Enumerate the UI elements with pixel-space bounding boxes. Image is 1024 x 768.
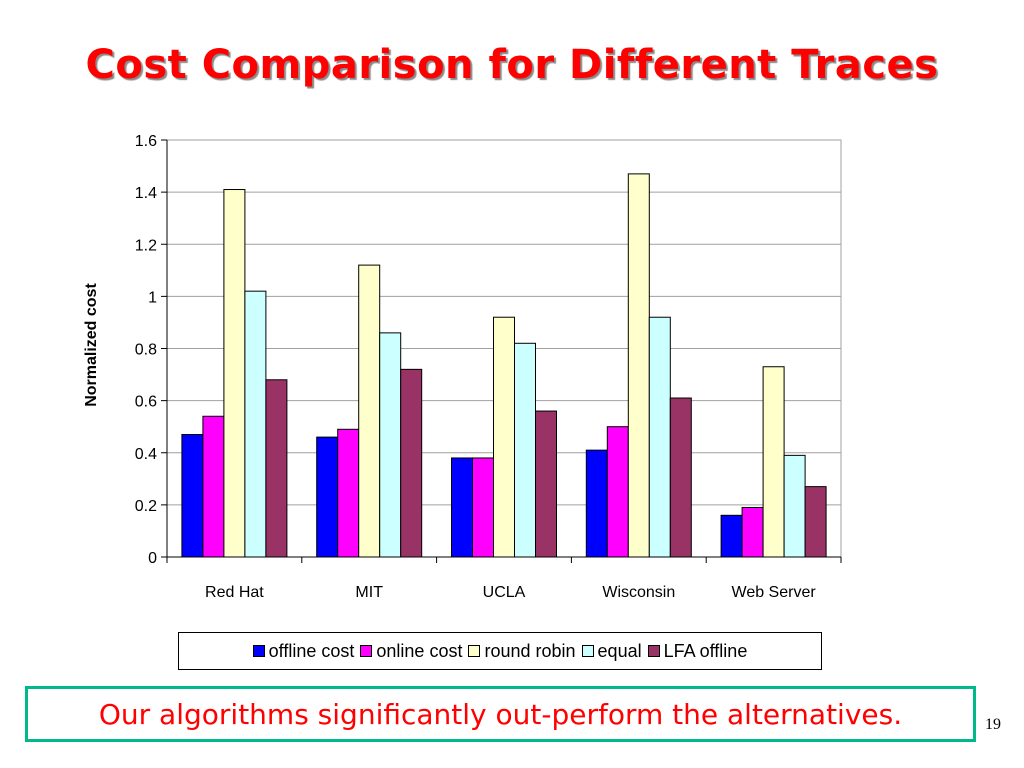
bar-round-robin — [762, 366, 785, 558]
y-tick-label: 1 — [148, 289, 157, 306]
bar-equal — [783, 454, 806, 558]
y-tick-label: 0.6 — [135, 394, 157, 411]
bar-online-cost — [472, 457, 494, 558]
legend-label: online cost — [376, 640, 463, 661]
bar-round-robin — [358, 264, 381, 558]
bar-offline-cost — [316, 436, 339, 558]
bar-online-cost — [606, 426, 629, 558]
legend-swatch — [647, 645, 660, 657]
bar-round-robin — [223, 189, 246, 558]
bar-equal — [648, 316, 671, 558]
x-tick-label: Red Hat — [205, 584, 264, 601]
bar-offline-cost — [720, 514, 743, 558]
y-tick-label: 0.4 — [135, 446, 157, 463]
axes — [161, 139, 842, 563]
bar-online-cost — [741, 506, 764, 558]
bar-lfa-offline — [669, 397, 692, 558]
bar-equal — [244, 290, 267, 558]
chart-legend: offline cost online cost round robin equal L… — [178, 632, 822, 670]
legend-swatch — [360, 645, 373, 657]
legend-label: round robin — [484, 640, 576, 661]
x-tick-label: Wisconsin — [602, 584, 675, 601]
legend-swatch — [252, 645, 265, 657]
bar-round-robin — [493, 316, 515, 558]
bar-lfa-offline — [400, 368, 423, 558]
slide-title: Cost Comparison for Different Traces — [85, 42, 939, 88]
bar-lfa-offline — [804, 486, 827, 558]
caption-box: Our algorithms significantly out-perform… — [25, 686, 976, 742]
bar-round-robin — [627, 173, 650, 558]
bar-online-cost — [337, 428, 360, 558]
bar-offline-cost — [585, 449, 608, 558]
bar-lfa-offline — [535, 410, 557, 558]
legend-item: offline cost — [252, 640, 355, 662]
legend-item: equal — [581, 640, 642, 662]
x-tick-label: UCLA — [483, 584, 526, 601]
bar-equal — [514, 342, 536, 558]
y-axis-title: Normalized cost — [83, 283, 100, 407]
y-tick-label: 1.4 — [135, 185, 157, 202]
bar-offline-cost — [451, 457, 473, 558]
y-tick-label: 1.2 — [135, 237, 157, 254]
caption-text: Our algorithms significantly out-perform… — [98, 697, 903, 731]
bar-equal — [379, 332, 402, 558]
bar-lfa-offline — [265, 379, 288, 558]
legend-swatch — [581, 645, 594, 657]
legend-label: LFA offline — [663, 640, 748, 661]
y-tick-label: 0 — [148, 550, 157, 567]
y-tick-label: 1.6 — [135, 133, 157, 150]
y-tick-label: 0.8 — [135, 342, 157, 359]
legend-item: LFA offline — [647, 640, 748, 662]
bar-offline-cost — [181, 434, 204, 558]
bars — [181, 173, 827, 558]
bar-online-cost — [202, 415, 225, 558]
legend-label: equal — [597, 640, 642, 661]
legend-swatch — [468, 645, 481, 657]
x-tick-label: MIT — [355, 584, 383, 601]
tick-labels: 0 0.2 0.4 0.6 0.8 1 1.2 1.4 1.6 Red Hat MIT UCLA Wis… — [135, 133, 817, 601]
y-tick-label: 0.2 — [135, 498, 157, 515]
page-number: 19 — [985, 716, 1001, 733]
legend-item: round robin — [468, 640, 576, 662]
legend-item: online cost — [360, 641, 462, 662]
legend-label: offline cost — [268, 640, 355, 661]
x-tick-label: Web Server — [732, 584, 817, 601]
